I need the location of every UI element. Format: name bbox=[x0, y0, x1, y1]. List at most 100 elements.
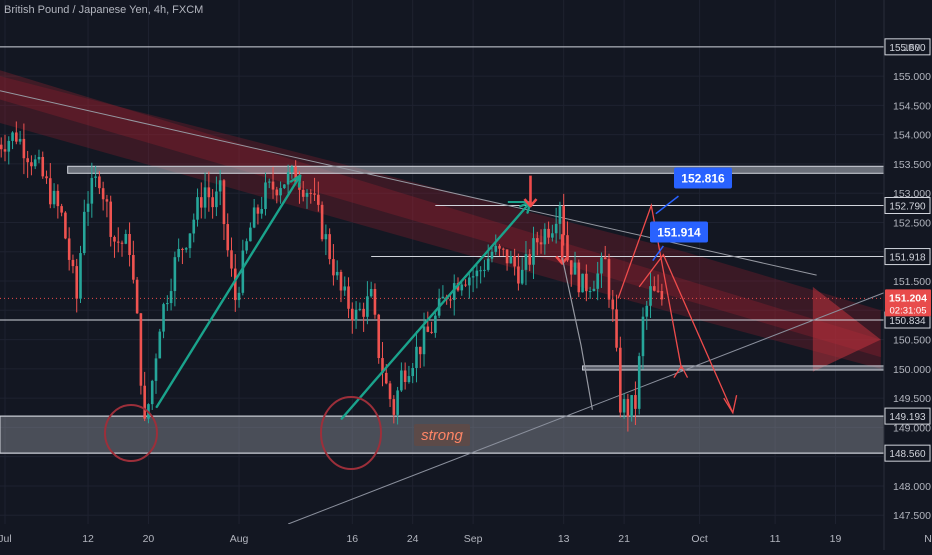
candle-body bbox=[11, 132, 14, 141]
zone-label-text: strong bbox=[421, 427, 463, 444]
candle-body bbox=[79, 253, 82, 299]
time-axis-tick-label: 24 bbox=[407, 533, 419, 545]
price-level-badge-text: 155.500 bbox=[889, 43, 926, 54]
candle-body bbox=[524, 254, 528, 270]
candle-body bbox=[271, 181, 275, 190]
candle-body bbox=[596, 273, 599, 289]
price-axis-tick-label: 154.500 bbox=[893, 100, 931, 112]
candle-body bbox=[449, 299, 452, 301]
price-level-badge bbox=[884, 407, 931, 425]
candle-body bbox=[520, 269, 524, 284]
candle-body bbox=[33, 159, 37, 167]
time-axis-tick-label: 21 bbox=[618, 533, 630, 545]
candle-body bbox=[585, 273, 588, 292]
candle-body bbox=[464, 284, 467, 286]
time-axis-tick-label: 19 bbox=[830, 533, 842, 545]
candle-body bbox=[502, 248, 505, 250]
time-axis-background bbox=[0, 524, 932, 550]
candle-body bbox=[290, 166, 294, 173]
candle-body bbox=[166, 303, 169, 305]
candle-body bbox=[71, 259, 75, 267]
candle-body bbox=[588, 291, 592, 293]
candle-body bbox=[509, 256, 513, 264]
target-label-box bbox=[650, 221, 708, 243]
candle-body bbox=[120, 242, 124, 244]
teal-arrow-1-head bbox=[289, 174, 302, 188]
candle-body bbox=[653, 286, 656, 291]
candle-body bbox=[645, 305, 649, 317]
zone-label-background bbox=[414, 424, 470, 446]
candle-body bbox=[241, 250, 245, 293]
candle-body bbox=[392, 399, 396, 415]
projection-1-head-a bbox=[673, 365, 683, 378]
candle-body bbox=[498, 245, 501, 249]
candle-body bbox=[603, 257, 607, 260]
candle-body bbox=[577, 262, 581, 293]
price-axis-tick-label: 150.000 bbox=[893, 364, 931, 376]
candle-body bbox=[619, 347, 622, 413]
highlight-circle-2 bbox=[320, 396, 382, 470]
candle-body bbox=[196, 197, 199, 220]
red-marker-arrow-2-head bbox=[555, 255, 570, 265]
candle-body bbox=[60, 206, 63, 213]
candle-body bbox=[558, 205, 562, 224]
candle-body bbox=[566, 235, 569, 261]
candle-body bbox=[528, 254, 532, 265]
price-level-badge-text: 152.790 bbox=[889, 202, 926, 213]
candle-body bbox=[611, 299, 615, 310]
current-price-countdown: 02:31:05 bbox=[890, 305, 927, 316]
projection-1-head-b bbox=[680, 365, 689, 378]
candle-body bbox=[460, 284, 464, 291]
price-level-badge bbox=[884, 444, 931, 462]
candle-body bbox=[479, 270, 482, 272]
callout-leader-2 bbox=[652, 245, 664, 261]
candle-body bbox=[381, 358, 384, 373]
candle-body bbox=[513, 256, 516, 267]
projection-path-2 bbox=[638, 253, 734, 414]
candle-body bbox=[490, 251, 494, 259]
candle-body bbox=[422, 326, 426, 355]
price-axis-tick-label: 151.500 bbox=[893, 276, 931, 288]
candle-body bbox=[181, 248, 184, 250]
candle-body bbox=[328, 234, 331, 260]
candle-body bbox=[233, 268, 237, 301]
candle-body bbox=[317, 194, 320, 205]
price-axis-tick-label: 150.500 bbox=[893, 335, 931, 347]
candle-body bbox=[64, 212, 67, 239]
price-axis-tick-label: 148.000 bbox=[893, 481, 931, 493]
candle-body bbox=[434, 315, 437, 333]
candle-body bbox=[483, 269, 486, 271]
highlight-circle-1 bbox=[104, 404, 158, 462]
candle-body bbox=[396, 390, 399, 415]
candle-body bbox=[403, 370, 407, 383]
price-level-badge bbox=[884, 248, 931, 266]
candle-body bbox=[373, 289, 377, 315]
candle-body bbox=[22, 138, 26, 159]
currency-label: JPY bbox=[903, 43, 921, 54]
candle-body bbox=[505, 249, 509, 264]
candle-body bbox=[98, 176, 101, 189]
candle-body bbox=[600, 257, 603, 274]
candle-body bbox=[351, 308, 354, 321]
projection-2-head bbox=[723, 395, 738, 415]
candle-body bbox=[7, 140, 11, 152]
candle-body bbox=[622, 399, 626, 413]
candle-body bbox=[245, 241, 248, 251]
candle-body bbox=[388, 383, 392, 400]
time-axis-tick-label: Jul bbox=[0, 533, 12, 545]
price-level-badge bbox=[884, 197, 931, 215]
candle-body bbox=[324, 234, 328, 240]
teal-arrow-1 bbox=[155, 174, 302, 409]
candle-body bbox=[75, 266, 79, 299]
candle-body bbox=[569, 260, 573, 275]
candle-body bbox=[539, 242, 543, 245]
price-axis-tick-label: 149.000 bbox=[893, 422, 931, 434]
retrace-line bbox=[561, 257, 593, 410]
candle-body bbox=[215, 191, 218, 208]
candle-body bbox=[158, 331, 162, 359]
candle-body bbox=[192, 219, 196, 234]
candle-body bbox=[471, 276, 475, 278]
candle-body bbox=[279, 188, 282, 196]
